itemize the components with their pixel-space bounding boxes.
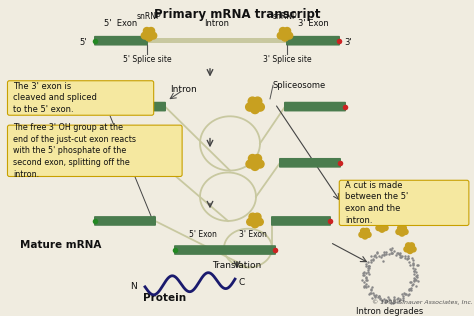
Circle shape [286, 32, 293, 39]
Circle shape [361, 228, 366, 234]
Circle shape [251, 105, 259, 113]
Circle shape [381, 222, 386, 227]
Circle shape [247, 218, 254, 226]
FancyBboxPatch shape [271, 216, 331, 226]
Text: Primary mRNA transcript: Primary mRNA transcript [154, 8, 320, 21]
FancyBboxPatch shape [8, 81, 154, 115]
FancyBboxPatch shape [94, 158, 161, 168]
FancyBboxPatch shape [339, 180, 469, 226]
Circle shape [283, 27, 291, 34]
Circle shape [248, 97, 257, 105]
Circle shape [410, 246, 416, 252]
Circle shape [362, 234, 368, 239]
Text: Mature mRNA: Mature mRNA [20, 240, 101, 250]
Circle shape [256, 103, 264, 111]
Circle shape [144, 27, 150, 34]
Circle shape [401, 225, 406, 231]
Circle shape [378, 222, 383, 227]
FancyBboxPatch shape [279, 158, 341, 168]
Circle shape [251, 162, 259, 170]
Circle shape [407, 248, 413, 253]
Circle shape [359, 232, 365, 237]
Text: © 1998 Sinauer Associates, Inc.: © 1998 Sinauer Associates, Inc. [372, 300, 473, 305]
FancyBboxPatch shape [284, 102, 346, 112]
Text: N: N [130, 283, 137, 291]
Text: 5' Exon: 5' Exon [189, 230, 217, 239]
FancyBboxPatch shape [174, 245, 276, 255]
Text: Spliceosome: Spliceosome [273, 81, 326, 90]
Text: 3': 3' [344, 38, 352, 47]
FancyBboxPatch shape [94, 36, 148, 46]
Text: Translation: Translation [212, 261, 262, 270]
Circle shape [376, 225, 382, 231]
Circle shape [396, 229, 401, 234]
Text: 5': 5' [80, 38, 87, 47]
Circle shape [251, 216, 259, 223]
FancyBboxPatch shape [286, 36, 340, 46]
Circle shape [362, 230, 368, 235]
Circle shape [251, 157, 259, 165]
Text: snRNP: snRNP [137, 12, 161, 21]
Circle shape [407, 245, 413, 250]
Circle shape [249, 213, 256, 221]
Circle shape [365, 232, 371, 237]
Text: 5'  Exon: 5' Exon [104, 19, 137, 28]
Bar [147, 38, 287, 43]
Circle shape [141, 32, 148, 39]
Circle shape [379, 227, 385, 232]
Text: Intron: Intron [170, 85, 197, 94]
Text: The free 3' OH group at the
end of the just-cut exon reacts
with the 5' phosphat: The free 3' OH group at the end of the j… [13, 123, 137, 179]
Text: Intron: Intron [204, 19, 229, 28]
Circle shape [246, 103, 254, 111]
Circle shape [282, 34, 289, 41]
Circle shape [254, 155, 262, 162]
Circle shape [251, 100, 259, 108]
Text: A cut is made
between the 5'
exon and the
intron.: A cut is made between the 5' exon and th… [345, 181, 409, 225]
Circle shape [398, 225, 403, 231]
Circle shape [146, 30, 153, 36]
Circle shape [399, 231, 405, 236]
Text: Intron degrades: Intron degrades [356, 307, 424, 316]
FancyBboxPatch shape [8, 125, 182, 177]
Text: snRNP: snRNP [273, 12, 297, 21]
Circle shape [406, 243, 411, 248]
Circle shape [279, 27, 286, 34]
Circle shape [246, 160, 254, 168]
Circle shape [383, 225, 388, 231]
Text: 5' Splice site: 5' Splice site [123, 55, 171, 64]
Circle shape [379, 223, 385, 228]
Text: 3' Splice site: 3' Splice site [263, 55, 311, 64]
Circle shape [253, 97, 262, 105]
Circle shape [254, 213, 261, 221]
Text: 3' Exon: 3' Exon [239, 230, 267, 239]
Circle shape [147, 27, 155, 34]
Circle shape [277, 32, 284, 39]
Circle shape [256, 218, 263, 226]
FancyBboxPatch shape [94, 216, 156, 226]
Circle shape [248, 155, 256, 162]
Text: Protein: Protein [143, 294, 186, 303]
Circle shape [409, 243, 414, 248]
Circle shape [146, 34, 153, 41]
Circle shape [251, 221, 259, 228]
Circle shape [399, 227, 405, 232]
Circle shape [364, 228, 369, 234]
Circle shape [282, 30, 289, 36]
Text: 3' Exon: 3' Exon [298, 19, 328, 28]
Text: The 3' exon is
cleaved and spliced
to the 5' exon.: The 3' exon is cleaved and spliced to th… [13, 82, 97, 114]
Circle shape [404, 246, 410, 252]
Circle shape [402, 229, 408, 234]
Circle shape [150, 32, 157, 39]
FancyBboxPatch shape [94, 102, 166, 112]
Text: C: C [239, 277, 245, 287]
Circle shape [256, 160, 264, 168]
